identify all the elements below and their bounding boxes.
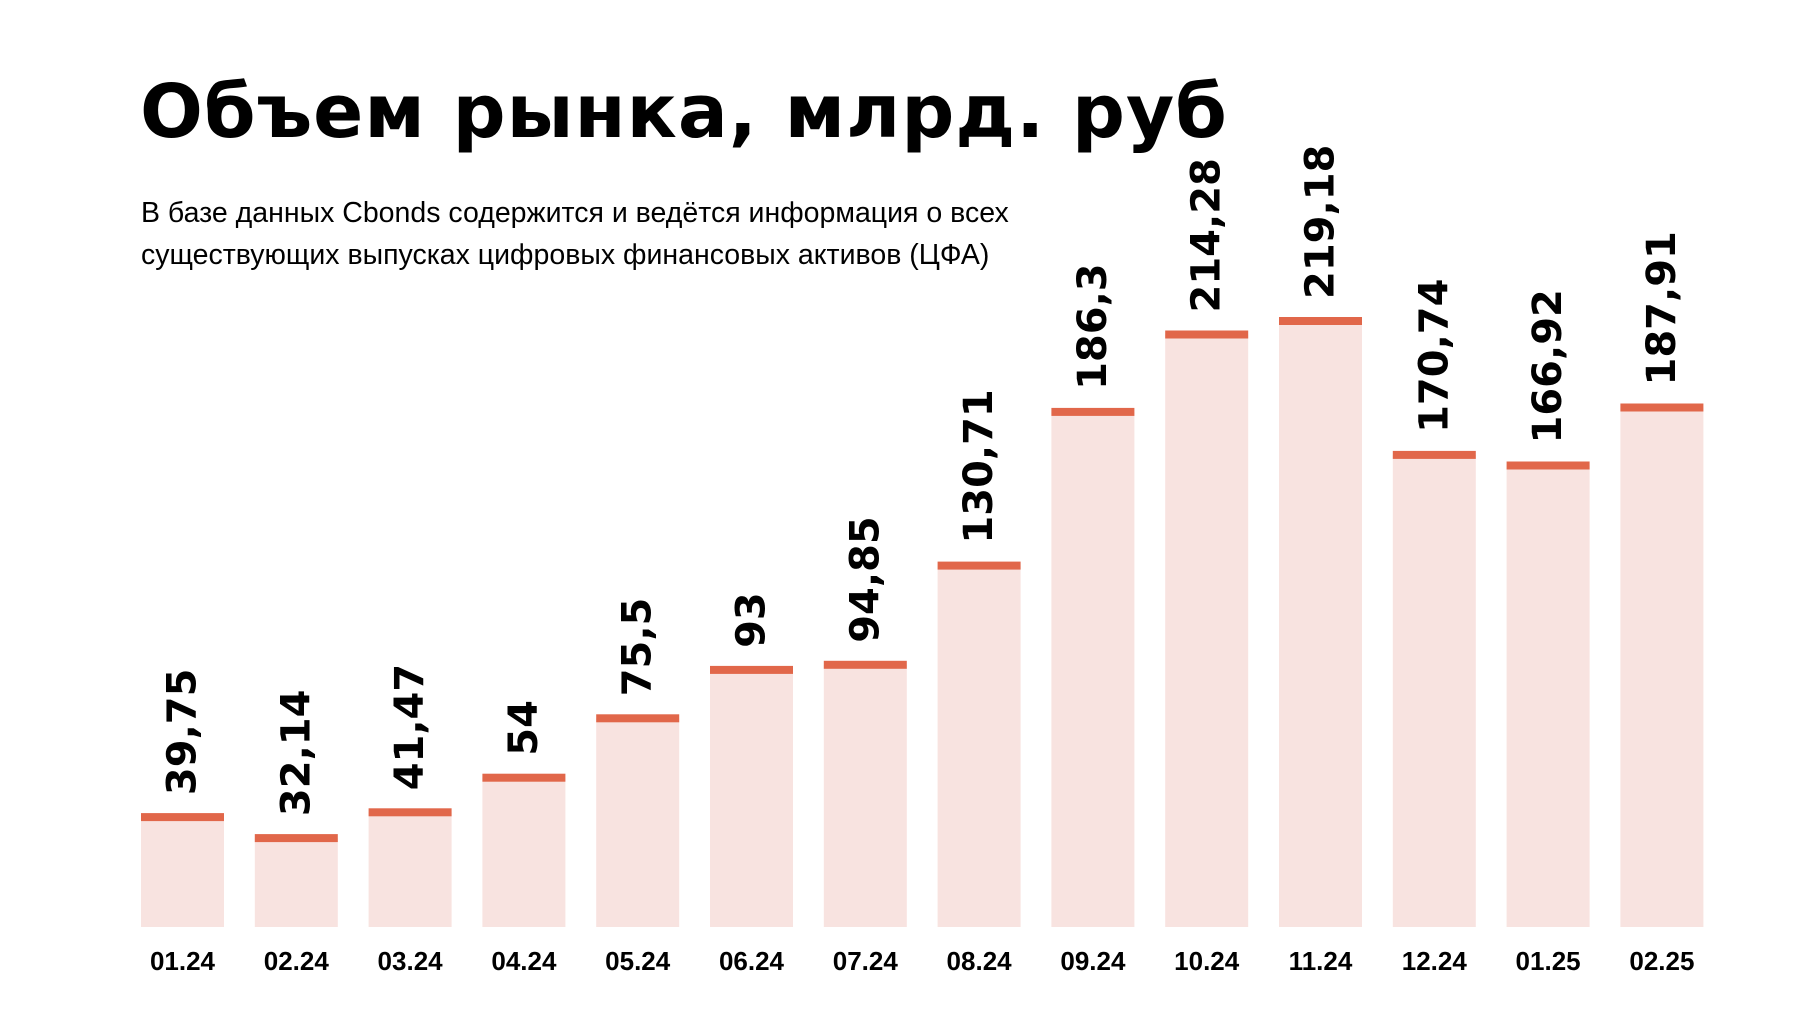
value-label-10.24: 214,28 — [1184, 158, 1230, 312]
bar-03.24 — [368, 812, 452, 927]
value-label-05.24: 75,5 — [615, 598, 661, 697]
category-label-01.25: 01.25 — [1516, 946, 1581, 976]
value-label-01.24: 39,75 — [160, 669, 206, 796]
value-label-04.24: 54 — [501, 700, 547, 756]
category-label-02.24: 02.24 — [264, 946, 330, 976]
bar-09.24 — [1051, 411, 1135, 927]
bar-cap-03.24 — [368, 808, 452, 817]
value-label-07.24: 94,85 — [842, 516, 888, 643]
value-label-09.24: 186,3 — [1070, 263, 1116, 390]
category-label-02.25: 02.25 — [1629, 946, 1694, 976]
value-label-01.25: 166,92 — [1525, 289, 1571, 443]
category-label-11.24: 11.24 — [1289, 946, 1353, 976]
category-label-03.24: 03.24 — [378, 946, 444, 976]
bar-cap-01.24 — [141, 813, 224, 822]
category-label-05.24: 05.24 — [605, 946, 671, 976]
bar-02.24 — [254, 838, 338, 927]
category-labels-group: 01.24 02.24 03.24 04.24 05.24 06.24 07.24 08.24… — [150, 946, 1694, 976]
category-label-07.24: 07.24 — [833, 946, 899, 976]
value-label-11.24: 219,18 — [1298, 145, 1344, 299]
value-label-12.24: 170,74 — [1411, 279, 1457, 433]
category-label-06.24: 06.24 — [719, 946, 785, 976]
value-labels-group: 39,75 32,14 41,47 54 75,5 93 94,85 130,71 186,3 2… — [160, 145, 1685, 816]
bar-12.24 — [1392, 454, 1476, 927]
bar-01.24 — [141, 817, 224, 927]
bar-11.24 — [1279, 321, 1362, 927]
bar-cap-01.25 — [1506, 461, 1590, 470]
bar-cap-12.24 — [1392, 450, 1476, 459]
bar-04.24 — [482, 777, 566, 927]
value-label-02.24: 32,14 — [273, 690, 319, 817]
bar-02.25 — [1620, 407, 1704, 927]
subtitle-line-2: существующих выпусках цифровых финансовы… — [141, 239, 990, 271]
bar-cap-07.24 — [823, 660, 907, 669]
value-label-06.24: 93 — [729, 592, 775, 648]
category-label-12.24: 12.24 — [1402, 946, 1468, 976]
bar-cap-08.24 — [937, 561, 1021, 570]
bar-06.24 — [710, 669, 793, 927]
chart-subtitle: В базе данных Cbonds содержится и ведётс… — [141, 192, 1009, 276]
category-label-10.24: 10.24 — [1174, 946, 1240, 976]
subtitle-line-1: В базе данных Cbonds содержится и ведётс… — [141, 197, 1009, 229]
value-label-03.24: 41,47 — [387, 664, 433, 791]
bar-07.24 — [823, 664, 907, 927]
bar-cap-11.24 — [1279, 317, 1362, 325]
bar-01.25 — [1506, 465, 1590, 927]
category-label-09.24: 09.24 — [1060, 946, 1126, 976]
bar-08.24 — [937, 565, 1021, 927]
category-label-08.24: 08.24 — [947, 946, 1013, 976]
bar-cap-02.24 — [254, 834, 338, 843]
bar-cap-09.24 — [1051, 407, 1135, 416]
bar-cap-05.24 — [596, 714, 680, 723]
value-label-08.24: 130,71 — [956, 389, 1002, 543]
bars-group — [141, 317, 1704, 927]
bar-cap-10.24 — [1165, 330, 1249, 339]
category-label-04.24: 04.24 — [491, 946, 557, 976]
chart-title: Объем рынка, млрд. руб — [140, 69, 1228, 155]
bar-05.24 — [596, 718, 680, 927]
bar-10.24 — [1165, 334, 1249, 927]
bar-cap-02.25 — [1620, 403, 1704, 412]
category-label-01.24: 01.24 — [150, 946, 216, 976]
bar-cap-04.24 — [482, 773, 566, 782]
bar-cap-06.24 — [710, 665, 793, 674]
value-label-02.25: 187,91 — [1639, 231, 1685, 385]
